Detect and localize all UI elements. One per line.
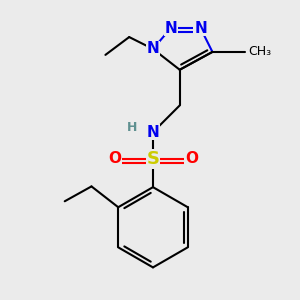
Text: H: H (127, 121, 137, 134)
Text: N: N (164, 21, 177, 36)
Text: O: O (185, 152, 198, 166)
Text: CH₃: CH₃ (248, 45, 271, 58)
Text: N: N (147, 41, 159, 56)
Text: O: O (108, 152, 121, 166)
Text: N: N (147, 125, 159, 140)
Text: S: S (146, 150, 160, 168)
Text: N: N (194, 21, 207, 36)
